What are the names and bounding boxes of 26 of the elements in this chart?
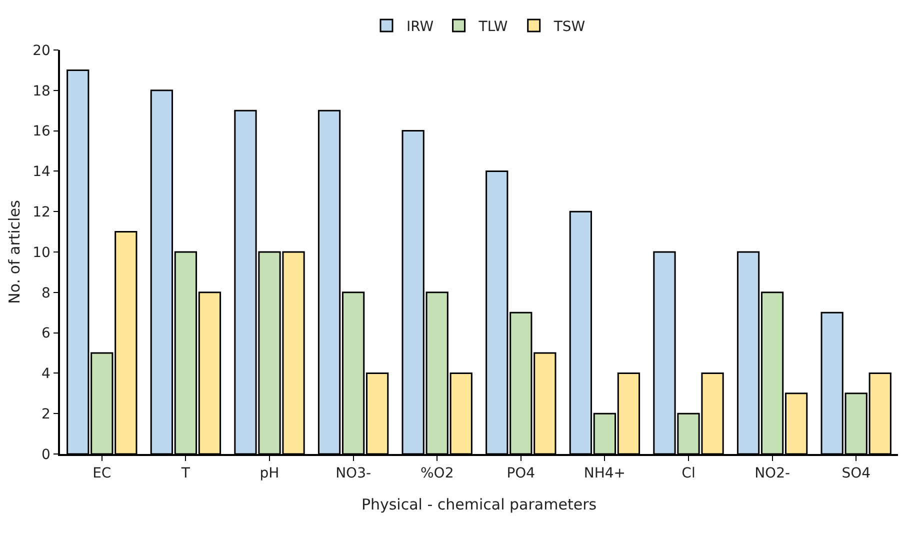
y-tick-label: 2	[42, 406, 50, 422]
x-tick-label: PO4	[506, 466, 536, 482]
x-tick-label: SO4	[842, 466, 871, 482]
legend-label: IRW	[406, 18, 434, 35]
y-tick-label: 16	[32, 124, 51, 140]
y-tick-label: 20	[32, 42, 50, 59]
x-tick-label: NH4+	[584, 466, 626, 482]
y-tick-label: 6	[42, 326, 51, 342]
x-tick-label: %O2	[420, 466, 454, 482]
legend-label: TLW	[478, 18, 508, 35]
y-tick-label: 4	[42, 366, 51, 382]
x-tick-label: pH	[260, 466, 280, 482]
y-tick-label: 10	[32, 244, 50, 261]
y-axis-title: No. of articles	[6, 200, 24, 304]
y-tick-label: 0	[42, 446, 50, 463]
x-tick-label: T	[180, 466, 190, 482]
x-tick-label: NO2-	[754, 466, 790, 482]
y-tick-label: 18	[32, 83, 50, 100]
legend-label: TSW	[552, 18, 586, 35]
y-tick-label: 8	[42, 285, 50, 302]
x-tick-label: NO3-	[336, 466, 372, 482]
x-tick-label: EC	[92, 466, 112, 482]
x-tick-label: Cl	[682, 466, 696, 482]
x-axis-title: Physical - chemical parameters	[361, 496, 597, 514]
y-tick-label: 14	[32, 164, 51, 180]
y-tick-label: 12	[32, 204, 50, 220]
